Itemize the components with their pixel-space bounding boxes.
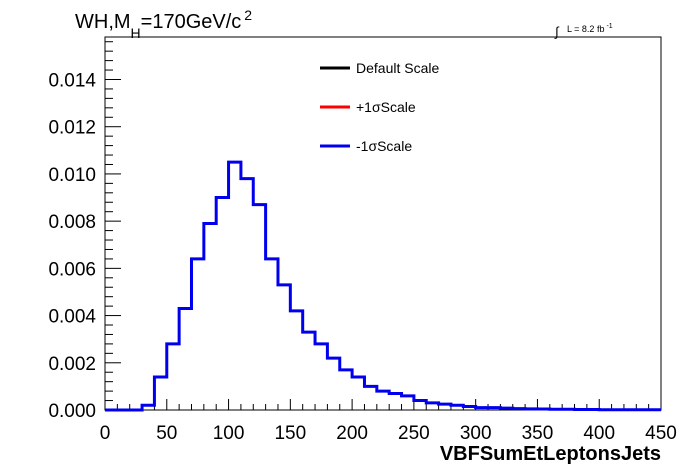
y-tick-label: 0.014 — [48, 70, 96, 91]
x-tick-label: 350 — [522, 423, 554, 444]
y-tick-label: 0.000 — [48, 401, 96, 422]
y-axis: 0.000 0.002 0.004 0.006 0.008 0.010 0.012 0.014 — [48, 37, 121, 422]
x-tick-label: 300 — [460, 423, 492, 444]
x-tick-label: 0 — [100, 423, 111, 444]
x-tick-label: 100 — [213, 423, 245, 444]
x-tick-label: 400 — [583, 423, 615, 444]
x-axis-label: VBFSumEtLeptonsJets — [440, 443, 661, 465]
x-tick-label: 250 — [398, 423, 430, 444]
x-axis: 0 50 100 150 200 250 300 350 400 450 — [100, 399, 677, 444]
legend: Default Scale +1σScale -1σScale — [320, 60, 439, 154]
lumi-integral-symbol: ∫ — [554, 24, 560, 39]
y-tick-label: 0.002 — [48, 354, 96, 375]
y-tick-label: 0.012 — [48, 118, 96, 139]
x-tick-label: 200 — [336, 423, 368, 444]
x-tick-label: 150 — [274, 423, 306, 444]
y-tick-label: 0.010 — [48, 165, 96, 186]
series-layer — [105, 160, 661, 412]
y-tick-label: 0.006 — [48, 259, 96, 280]
lumi-label: L = 8.2 fb -1 — [567, 23, 613, 34]
series-line — [105, 160, 661, 412]
y-tick-label: 0.008 — [48, 212, 96, 233]
x-tick-label: 50 — [156, 423, 177, 444]
y-tick-label: 0.004 — [48, 307, 96, 328]
legend-label: +1σScale — [356, 99, 416, 115]
chart-title: WH,MH=170GeV/c 2 — [75, 7, 252, 41]
legend-label: Default Scale — [356, 60, 439, 76]
x-tick-label: 450 — [645, 423, 677, 444]
legend-label: -1σScale — [356, 138, 412, 154]
